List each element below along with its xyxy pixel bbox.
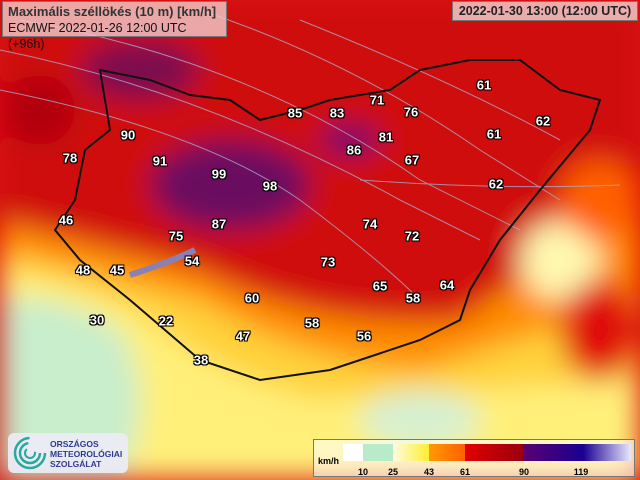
gust-value-label: 98 [262, 178, 278, 194]
gust-value-label: 22 [158, 313, 174, 329]
gust-value-label: 71 [369, 92, 385, 108]
gust-value-label: 67 [404, 152, 420, 168]
spiral-logo-icon [13, 436, 47, 470]
gust-value-label: 38 [193, 352, 209, 368]
legend-tick: 119 [573, 467, 589, 477]
lake-balaton [129, 247, 197, 278]
gust-value-label: 65 [372, 278, 388, 294]
gust-value-label: 60 [244, 290, 260, 306]
legend-tick: 43 [423, 467, 435, 477]
gust-value-label: 99 [211, 166, 227, 182]
gust-value-label: 78 [62, 150, 78, 166]
gust-value-label: 64 [439, 277, 455, 293]
logo-line: SZOLGÁLAT [50, 459, 102, 469]
gust-value-label: 72 [404, 228, 420, 244]
logo-line: METEOROLÓGIAI [50, 449, 123, 459]
legend-tick: 10 [357, 467, 369, 477]
gust-value-label: 46 [58, 212, 74, 228]
gust-value-label: 61 [476, 77, 492, 93]
gust-value-label: 54 [184, 253, 200, 269]
map-title: Maximális széllökés (10 m) [km/h] [8, 4, 217, 19]
gust-value-label: 74 [362, 216, 378, 232]
gust-value-label: 45 [109, 262, 125, 278]
color-legend: km/h 10 25 43 61 90 119 [313, 439, 635, 477]
gust-value-label: 85 [287, 105, 303, 121]
gust-value-label: 58 [304, 315, 320, 331]
gust-value-label: 58 [405, 290, 421, 306]
legend-tick: 90 [518, 467, 530, 477]
valid-time: 2022-01-30 13:00 (12:00 UTC) [452, 1, 638, 21]
gust-value-label: 91 [152, 153, 168, 169]
gust-value-label: 62 [488, 176, 504, 192]
legend-tick: 25 [387, 467, 399, 477]
gust-value-label: 30 [89, 312, 105, 328]
streamlines [0, 9, 621, 301]
gust-value-label: 83 [329, 105, 345, 121]
gust-value-label: 47 [235, 328, 251, 344]
legend-color-bar [343, 444, 631, 461]
gust-value-label: 48 [75, 262, 91, 278]
gust-value-label: 76 [403, 104, 419, 120]
gust-value-label: 87 [211, 216, 227, 232]
hungary-border [53, 59, 602, 382]
omsz-logo: ORSZÁGOS METEOROLÓGIAI SZOLGÁLAT [8, 433, 128, 473]
legend-unit: km/h [318, 456, 340, 466]
legend-tick: 61 [459, 467, 471, 477]
gust-value-label: 62 [535, 113, 551, 129]
gust-value-label: 75 [168, 228, 184, 244]
model-run: ECMWF 2022-01-26 12:00 UTC (+96h) [8, 21, 187, 51]
gust-value-label: 90 [120, 127, 136, 143]
gust-value-label: 61 [486, 126, 502, 142]
logo-line: ORSZÁGOS [50, 439, 99, 449]
gust-value-label: 86 [346, 142, 362, 158]
title-box: Maximális széllökés (10 m) [km/h] ECMWF … [2, 1, 227, 51]
gust-value-label: 56 [356, 328, 372, 344]
logo-text: ORSZÁGOS METEOROLÓGIAI SZOLGÁLAT [50, 439, 122, 469]
gust-value-label: 81 [378, 129, 394, 145]
gust-value-label: 73 [320, 254, 336, 270]
